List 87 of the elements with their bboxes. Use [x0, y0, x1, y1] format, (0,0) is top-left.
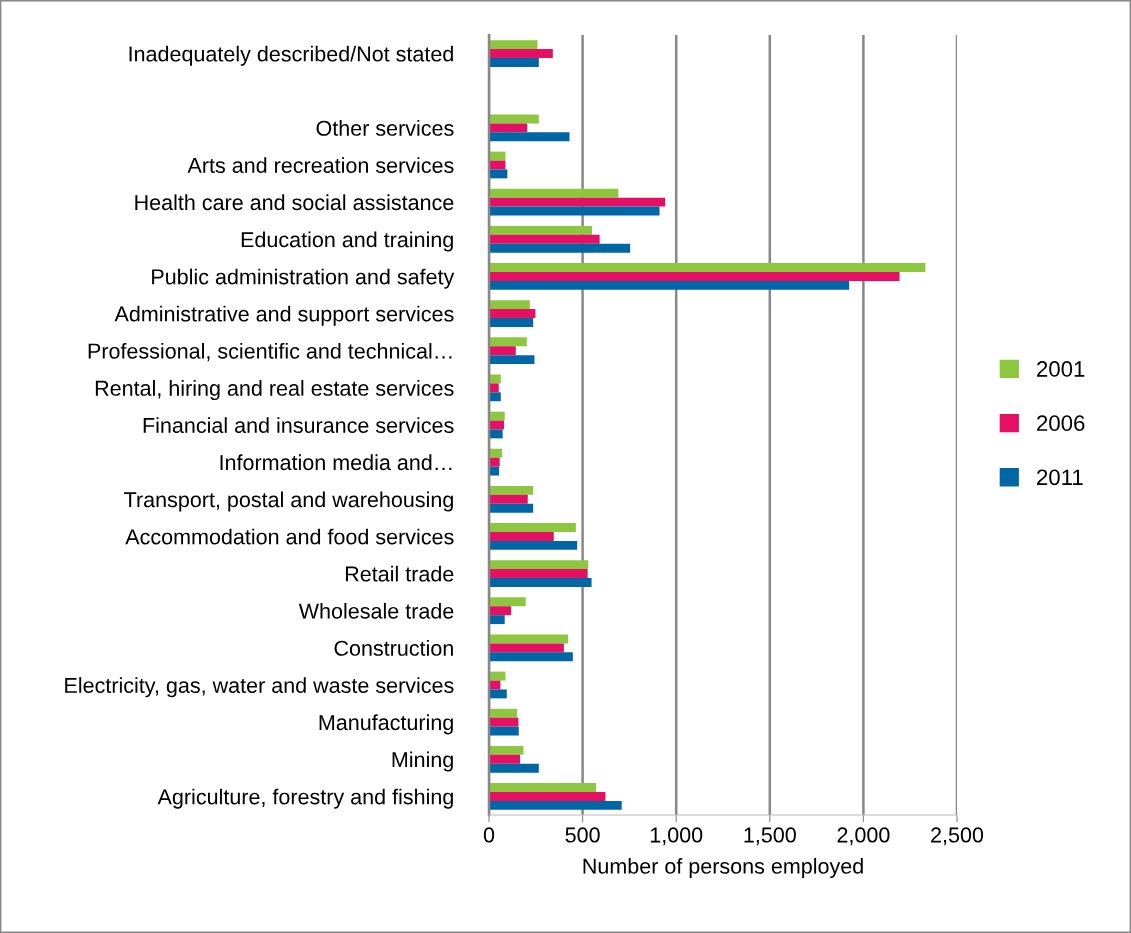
y-tick-label: Manufacturing — [319, 714, 453, 735]
y-tick-label: Education and training — [241, 231, 453, 252]
bar — [489, 578, 592, 587]
y-tick-label: Electricity, gas, water and waste services — [65, 677, 454, 698]
legend-label: 2001 — [1037, 361, 1085, 377]
bar — [489, 791, 606, 801]
bar — [489, 643, 564, 653]
bar — [489, 49, 553, 59]
bar — [489, 374, 501, 384]
y-tick-label: Information media and… — [220, 454, 452, 471]
bar — [489, 169, 508, 179]
bar — [489, 523, 576, 532]
bar — [489, 300, 530, 310]
bar — [489, 132, 570, 142]
bar — [489, 383, 499, 393]
legend-label: 2006 — [1037, 415, 1085, 432]
bar — [489, 485, 534, 495]
x-tick-label: 2,000 — [837, 827, 890, 846]
y-tick-label: Professional, scientific and technical… — [88, 342, 452, 362]
bar — [489, 597, 526, 607]
y-tick-label: Accommodation and food services — [125, 528, 454, 545]
bar — [489, 708, 518, 718]
bar — [489, 717, 519, 727]
bar — [489, 58, 539, 67]
y-tick-label: Other services — [316, 120, 454, 136]
bar — [489, 411, 505, 421]
bar — [489, 346, 516, 356]
bar — [489, 466, 500, 476]
bar — [489, 318, 534, 327]
x-tick-label: 1,500 — [744, 827, 796, 846]
bar — [489, 206, 660, 216]
bar — [489, 197, 666, 207]
bar — [489, 188, 619, 198]
bar — [489, 448, 503, 458]
x-tick-label: 0 — [483, 827, 495, 843]
bar — [489, 263, 926, 272]
bar — [489, 531, 554, 541]
bar — [489, 280, 850, 290]
bar — [489, 689, 507, 699]
bar — [489, 783, 597, 792]
bar — [489, 615, 505, 625]
legend-label: 2011 — [1037, 469, 1083, 486]
bar — [489, 560, 589, 570]
bar — [489, 606, 512, 616]
bar — [489, 634, 569, 644]
bar — [489, 429, 503, 439]
y-tick-label: Construction — [334, 640, 453, 656]
bar — [489, 800, 622, 810]
x-axis-title: Number of persons employed — [583, 857, 863, 879]
bar — [489, 754, 521, 764]
y-tick-label: Rental, hiring and real estate services — [95, 380, 454, 401]
bar — [489, 151, 506, 161]
bar — [489, 392, 501, 402]
bar — [489, 355, 535, 365]
y-tick-label: Administrative and support services — [114, 305, 454, 326]
bar — [489, 225, 592, 235]
bar — [489, 309, 536, 319]
bar — [489, 243, 631, 253]
y-tick-label: Financial and insurance services — [143, 417, 454, 434]
bar — [489, 503, 534, 513]
bar — [489, 337, 527, 347]
bar — [489, 114, 539, 124]
y-tick-label: Retail trade — [345, 565, 454, 582]
bar — [489, 569, 588, 579]
bar — [489, 763, 539, 773]
x-tick-label: 500 — [565, 827, 600, 843]
bar — [489, 745, 524, 755]
y-tick-label: Public administration and safety — [152, 268, 455, 289]
bar — [489, 234, 600, 244]
bar — [489, 457, 500, 467]
bar — [489, 540, 578, 550]
y-tick-label: Agriculture, forestry and fishing — [157, 788, 453, 809]
x-tick-label: 2,500 — [931, 827, 984, 846]
bar — [489, 40, 538, 50]
bar — [489, 494, 528, 504]
bar — [489, 671, 506, 681]
bar — [489, 123, 528, 133]
y-tick-label: Wholesale trade — [298, 602, 454, 619]
y-tick-label: Arts and recreation services — [187, 157, 454, 174]
bar — [489, 726, 519, 736]
y-tick-label: Inadequately described/Not stated — [129, 45, 453, 66]
bar — [489, 271, 900, 281]
x-tick-label: 1,000 — [650, 827, 703, 846]
y-tick-label: Health care and social assistance — [135, 194, 454, 211]
bar — [489, 652, 573, 662]
y-tick-label: Mining — [392, 751, 453, 772]
y-tick-label: Transport, postal and warehousing — [124, 491, 453, 512]
